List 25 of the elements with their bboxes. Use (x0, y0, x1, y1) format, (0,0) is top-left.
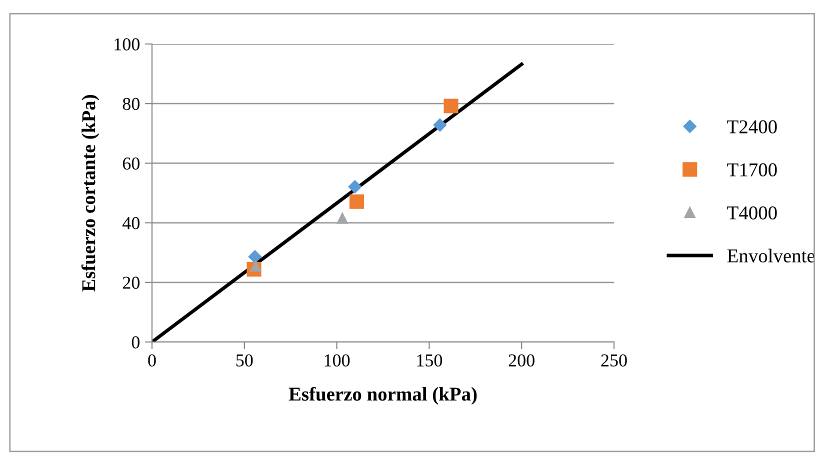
x-tick-label: 150 (417, 354, 442, 367)
legend-label: Envolvente (727, 248, 815, 262)
legend-label: T2400 (727, 120, 777, 134)
point (444, 98, 458, 114)
y-tick-label: 100 (114, 38, 140, 50)
point (336, 212, 348, 224)
y-tick-label: 80 (122, 98, 140, 110)
point (248, 250, 262, 264)
x-tick-label: 0 (148, 354, 156, 367)
x-tick-label: 100 (324, 354, 350, 367)
y-tick-label: 60 (122, 157, 140, 170)
y-tick-label: 20 (122, 276, 140, 289)
point (348, 180, 362, 194)
y-tick-label: 0 (132, 336, 140, 348)
x-tick-label: 50 (236, 354, 253, 367)
point (349, 194, 364, 209)
legend-label: T4000 (727, 206, 777, 220)
point (250, 260, 262, 272)
legend-label: T1700 (727, 163, 777, 176)
x-tick-label: 200 (508, 354, 534, 367)
y-axis-title: Esfuerzo cortante (kPa) (81, 95, 100, 292)
y-tick-label: 40 (122, 217, 140, 230)
x-axis-title: Esfuerzo normal (kPa) (288, 386, 477, 405)
point (433, 118, 447, 132)
x-tick-label: 250 (601, 354, 627, 367)
